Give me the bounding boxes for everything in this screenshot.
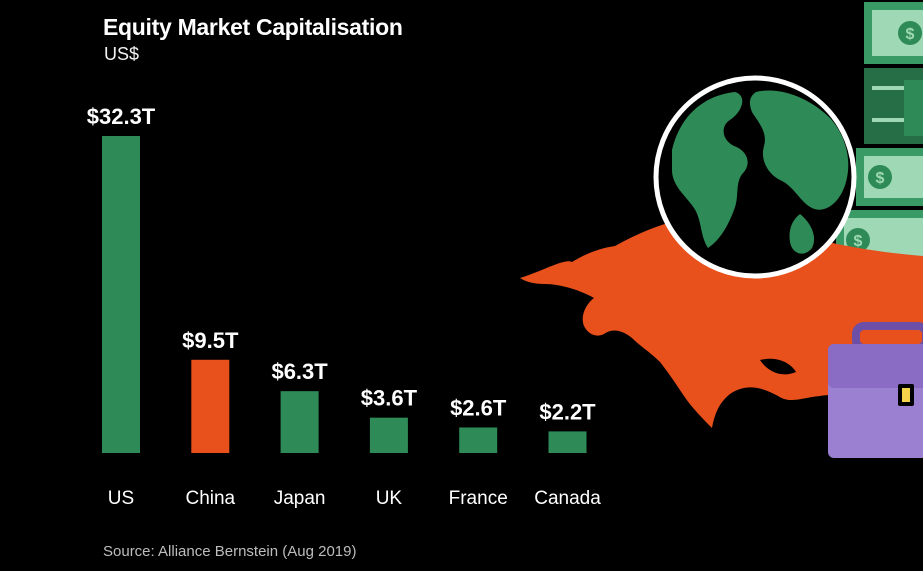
chart-subtitle-unit: US$ xyxy=(104,44,140,64)
value-label-uk: $3.6T xyxy=(361,386,418,411)
category-label-france: France xyxy=(449,488,508,509)
value-label-france: $2.6T xyxy=(450,395,507,420)
bar-canada xyxy=(548,431,587,453)
bar-china xyxy=(191,359,230,453)
value-label-china: $9.5T xyxy=(182,328,239,353)
category-label-japan: Japan xyxy=(274,488,326,509)
value-label-japan: $6.3T xyxy=(271,359,328,384)
svg-text:$: $ xyxy=(854,233,863,250)
category-label-us: US xyxy=(108,488,134,509)
bull-icon xyxy=(520,217,923,430)
svg-text:$: $ xyxy=(876,170,885,187)
money-stack-icon: $ $ $ xyxy=(836,2,923,264)
category-label-canada: Canada xyxy=(534,488,601,509)
chart-title: Equity Market Capitalisation xyxy=(103,14,403,40)
category-label-china: China xyxy=(185,488,235,509)
value-label-us: $32.3T xyxy=(87,104,156,129)
svg-text:$: $ xyxy=(906,26,915,43)
briefcase-icon xyxy=(828,322,923,458)
bar-us xyxy=(102,136,140,453)
bar-japan xyxy=(280,391,319,453)
bar-uk xyxy=(369,417,408,453)
value-label-canada: $2.2T xyxy=(539,399,596,424)
bar-france xyxy=(459,427,498,453)
globe-icon xyxy=(653,75,857,279)
category-label-uk: UK xyxy=(376,488,403,509)
source-note: Source: Alliance Bernstein (Aug 2019) xyxy=(103,543,357,560)
